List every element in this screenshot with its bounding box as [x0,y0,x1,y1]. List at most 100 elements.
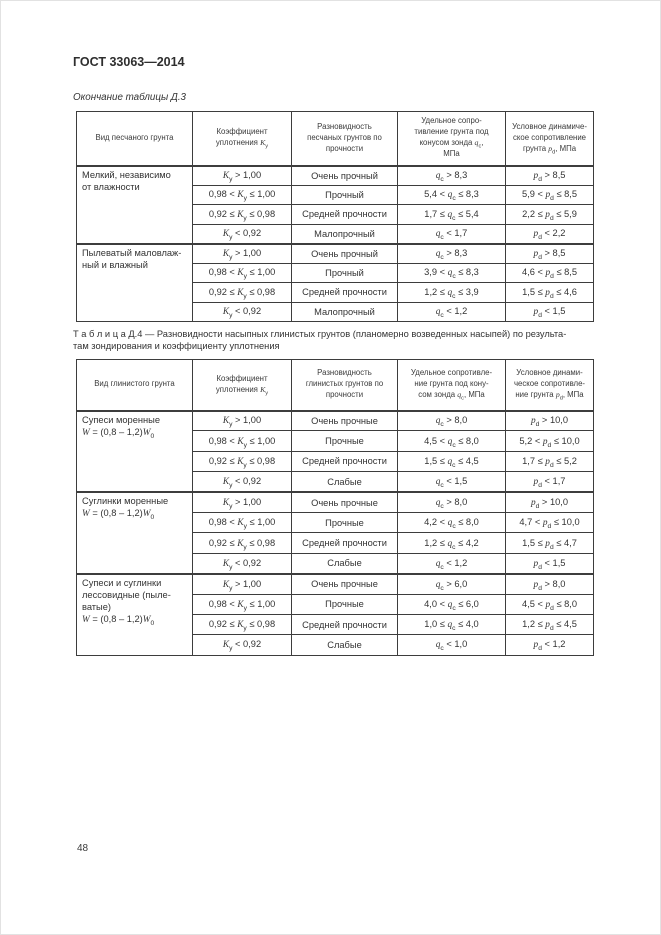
table-cell: Слабые [291,634,398,656]
table-cell: qc < 1,7 [397,223,506,244]
table-row: Суглинки моренные W = (0,8 – 1,2)W0 Kу > … [76,491,594,575]
table-cell: 0,98 < Kу ≤ 1,00 [192,430,292,452]
table-cell: 4,2 < qc ≤ 8,0 [397,511,506,534]
table-cell: 0,92 ≤ Kу ≤ 0,98 [192,532,292,554]
table-cell: 4,7 < pd ≤ 10,0 [505,511,594,534]
table-cell: qc > 8,3 [397,164,506,186]
table-cell: 1,5 ≤ qc ≤ 4,5 [397,450,506,473]
table-cell: Малопрочный [291,301,398,322]
table-cell: 3,9 < qc ≤ 8,3 [397,262,506,283]
table-cell: 4,5 < pd ≤ 8,0 [505,593,594,615]
table-header-cell: Коэффициент уплотнения Kу [192,359,292,412]
table-d4-caption-text: — Разновидности насыпных глинистых грунт… [73,329,567,352]
document-title: ГОСТ 33063—2014 [73,55,185,69]
table-d4-header-row: Вид глинистого грунта Коэффициент уплотне… [76,359,594,412]
table-cell: Kу > 1,00 [192,491,292,513]
table-cell: 0,98 < Kу ≤ 1,00 [192,593,292,615]
table-row: 0,98 < Kу ≤ 1,00 Прочный 3,9 < qc ≤ 8,3 … [77,262,594,283]
table-header-cell: Удельное сопротивле-ние грунта под кону-… [397,359,506,412]
table-cell: 1,5 ≤ pd ≤ 4,7 [505,532,594,554]
table-cell: Средней прочности [291,613,398,636]
table-cell: qc < 1,2 [397,552,506,575]
table-cell: 0,92 ≤ Kу ≤ 0,98 [192,450,292,473]
table-cell: qc > 8,0 [397,491,506,513]
table-header-cell: Вид глинистого грунта [76,359,193,412]
soil-type-cell: Суглинки моренные W = (0,8 – 1,2)W0 [76,491,193,575]
table-row: 0,98 < Kу ≤ 1,00 Прочные 4,5 < qc ≤ 8,0 … [77,430,594,452]
table-cell: qc < 1,2 [397,301,506,322]
table-cell: Очень прочные [291,572,398,595]
table-cell: pd < 1,5 [505,301,594,322]
table-row: 0,92 ≤ Kу ≤ 0,98 Средней прочности 1,2 ≤… [77,532,594,554]
table-cell: 5,9 < pd ≤ 8,5 [505,184,594,205]
table-cell: Kу > 1,00 [192,572,292,595]
table-cell: Прочный [291,184,398,205]
table-cell: Kу > 1,00 [192,164,292,186]
table-cell: qc > 8,3 [397,242,506,264]
table-header-cell: Условное динамиче-ское сопротивление грун… [505,111,594,167]
table-row: Kу < 0,92 Малопрочный qc < 1,2 pd < 1,5 [77,301,594,322]
table-cell: pd > 8,5 [505,164,594,186]
table-cell: Очень прочные [291,491,398,513]
table-cell: 4,6 < pd ≤ 8,5 [505,262,594,283]
table-cell: Kу < 0,92 [192,223,292,244]
table-cell: Прочные [291,593,398,615]
soil-type-cell: Супеси моренные W = (0,8 – 1,2)W0 [76,409,193,493]
table-d4-caption: Т а б л и ц а Д.4 — Разновидности насыпн… [73,328,608,353]
table-cell: Прочные [291,511,398,534]
table-cell: qc < 1,5 [397,471,506,493]
table-cell: Прочные [291,430,398,452]
table-cell: Очень прочный [291,164,398,186]
table-cell: 0,92 ≤ Kу ≤ 0,98 [192,282,292,303]
table-cell: pd < 2,2 [505,223,594,244]
table-cell: Средней прочности [291,204,398,225]
table-header-cell: Условное динами-ческое сопротивле-ние гр… [505,359,594,412]
table-header-cell: Удельное сопро-тивление грунта под конусо… [397,111,506,167]
soil-type-cell: Супеси и суглинки лессовидные (пыле-ватые… [76,572,193,656]
table-cell: Средней прочности [291,282,398,303]
table-row: 0,92 ≤ Kу ≤ 0,98 Средней прочности 1,7 ≤… [77,204,594,225]
table-cell: 0,92 ≤ Kу ≤ 0,98 [192,204,292,225]
table-cell: Малопрочный [291,223,398,244]
table-cell: qc > 8,0 [397,409,506,432]
table-cell: 2,2 ≤ pd ≤ 5,9 [505,204,594,225]
table-header-cell: Разновидность глинистых грунтов по прочнос… [291,359,398,412]
table-cell: 1,2 ≤ pd ≤ 4,5 [505,613,594,636]
table-cell: 0,98 < Kу ≤ 1,00 [192,511,292,534]
table-row: Супеси моренные W = (0,8 – 1,2)W0 Kу > 1,… [76,409,594,493]
table-header-cell: Вид песчаного грунта [76,111,193,167]
table-d3: Вид песчаного грунта Коэффициент уплотнен… [76,111,594,322]
table-cell: 1,0 ≤ qc ≤ 4,0 [397,613,506,636]
table-cell: pd < 1,7 [505,471,594,493]
table-row: 0,92 ≤ Kу ≤ 0,98 Средней прочности 1,5 ≤… [77,450,594,473]
table-cell: Kу > 1,00 [192,242,292,264]
table-d3-continuation-label: Окончание таблицы Д.3 [73,92,186,103]
soil-type-cell: Пылеватый маловлаж-ный и влажный [76,242,193,322]
table-cell: pd > 10,0 [505,491,594,513]
table-cell: Kу > 1,00 [192,409,292,432]
table-cell: 1,2 ≤ qc ≤ 3,9 [397,282,506,303]
table-cell: 5,2 < pd ≤ 10,0 [505,430,594,452]
table-cell: Средней прочности [291,532,398,554]
table-cell: Kу < 0,92 [192,471,292,493]
table-cell: qc > 6,0 [397,572,506,595]
table-cell: qc < 1,0 [397,634,506,656]
table-row: 0,98 < Kу ≤ 1,00 Прочные 4,2 < qc ≤ 8,0 … [77,511,594,534]
table-cell: pd > 8,5 [505,242,594,264]
table-row: 0,92 ≤ Kу ≤ 0,98 Средней прочности 1,2 ≤… [77,282,594,303]
table-header-cell: Коэффициент уплотнения Kу [192,111,292,167]
table-cell: 1,2 ≤ qc ≤ 4,2 [397,532,506,554]
table-cell: pd < 1,2 [505,634,594,656]
table-cell: Очень прочные [291,409,398,432]
table-cell: Kу < 0,92 [192,301,292,322]
table-cell: 0,98 < Kу ≤ 1,00 [192,184,292,205]
table-cell: 1,5 ≤ pd ≤ 4,6 [505,282,594,303]
table-cell: Прочный [291,262,398,283]
table-d4: Вид глинистого грунта Коэффициент уплотне… [76,359,594,656]
table-cell: 1,7 ≤ pd ≤ 5,2 [505,450,594,473]
table-cell: pd > 10,0 [505,409,594,432]
table-header-cell: Разновидность песчаных грунтов по прочност… [291,111,398,167]
page-number: 48 [77,843,89,854]
table-cell: pd > 8,0 [505,572,594,595]
